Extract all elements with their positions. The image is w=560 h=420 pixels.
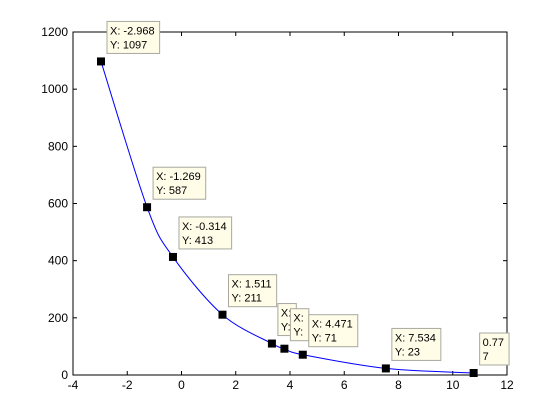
datatip-box — [391, 327, 442, 361]
y-tick-label: 1200 — [41, 25, 68, 39]
datatip-box — [178, 216, 233, 250]
datatip[interactable]: X: -0.314 Y: 413 — [178, 216, 233, 250]
datatip[interactable]: X: -1.269 Y: 587 — [152, 166, 207, 200]
datatip-y-text: 7 — [483, 351, 489, 363]
datatip-y-text: Y: — [293, 327, 303, 339]
y-tick-label: 0 — [61, 368, 68, 382]
data-point-marker[interactable] — [381, 364, 390, 373]
datatips-layer: X: -2.968 Y: 1097 X: -1.269 Y: 587 X: -0.314… — [106, 20, 510, 366]
axis-ticks: -4 -2 0 2 4 6 8 10 12 0 200 400 600 800 1000 1200 — [41, 25, 514, 392]
x-tick-label: 12 — [500, 378, 514, 392]
x-tick-label: -2 — [122, 378, 133, 392]
datatip-x-text: X: -1.269 — [156, 171, 201, 183]
datatip-x-text: X: -2.968 — [110, 25, 155, 37]
datatip-x-text: 0.77 — [483, 337, 504, 349]
datatip-box — [479, 332, 510, 366]
datatip-box — [227, 274, 278, 308]
datatip-x-text: X: 7.534 — [395, 332, 436, 344]
data-point-marker[interactable] — [168, 252, 177, 261]
datatip-x-text: X: 4.471 — [312, 319, 353, 331]
x-tick-label: 10 — [446, 378, 460, 392]
datatip-y-text: Y: 1097 — [110, 39, 147, 51]
series-layer — [96, 57, 478, 377]
datatip[interactable]: X: Y: — [289, 308, 310, 342]
x-tick-label: 0 — [178, 378, 185, 392]
data-point-marker[interactable] — [96, 57, 105, 66]
datatip[interactable]: X: 4.471 Y: 71 — [308, 314, 359, 348]
datatip-box — [106, 20, 161, 54]
data-point-marker[interactable] — [267, 339, 276, 348]
data-point-marker[interactable] — [280, 344, 289, 353]
y-tick-label: 200 — [48, 311, 68, 325]
x-tick-label: 4 — [287, 378, 294, 392]
data-point-marker[interactable] — [143, 203, 152, 212]
x-tick-label: -4 — [68, 378, 79, 392]
datatip-y-text: Y: — [281, 322, 291, 334]
data-point-marker[interactable] — [469, 368, 478, 377]
datatip-box — [152, 166, 207, 200]
datatip[interactable]: X: 7.534 Y: 23 — [391, 327, 442, 361]
datatip-x-text: X: — [281, 308, 291, 320]
y-tick-label: 600 — [48, 197, 68, 211]
datatip-box — [308, 314, 359, 348]
datatip-x-text: X: — [293, 313, 303, 325]
x-tick-label: 2 — [232, 378, 239, 392]
data-point-marker[interactable] — [218, 310, 227, 319]
datatip-y-text: Y: 211 — [231, 293, 261, 305]
x-tick-label: 6 — [341, 378, 348, 392]
datatip-y-text: Y: 23 — [395, 346, 420, 358]
datatip-y-text: Y: 587 — [156, 185, 187, 197]
data-point-marker[interactable] — [298, 350, 307, 359]
datatip-y-text: Y: 413 — [182, 235, 213, 247]
datatip[interactable]: X: -2.968 Y: 1097 — [106, 20, 161, 54]
datatip[interactable]: X: 1.511 Y: 211 — [227, 274, 278, 308]
y-tick-label: 400 — [48, 254, 68, 268]
datatip-y-text: Y: 71 — [312, 333, 337, 345]
y-tick-label: 800 — [48, 139, 68, 153]
datatip[interactable]: 0.77 7 — [479, 332, 510, 366]
x-tick-label: 8 — [395, 378, 402, 392]
datatip-x-text: X: -0.314 — [182, 221, 227, 233]
datatip-x-text: X: 1.511 — [231, 279, 271, 291]
y-tick-label: 1000 — [41, 82, 68, 96]
